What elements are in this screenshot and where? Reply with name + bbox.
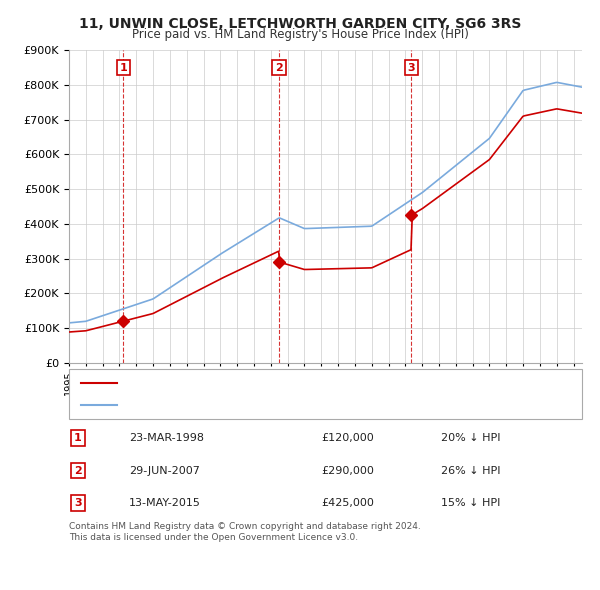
Text: 2: 2	[275, 63, 283, 73]
Text: Price paid vs. HM Land Registry's House Price Index (HPI): Price paid vs. HM Land Registry's House …	[131, 28, 469, 41]
Text: 13-MAY-2015: 13-MAY-2015	[129, 498, 201, 508]
Text: £290,000: £290,000	[321, 466, 374, 476]
Text: 1: 1	[74, 433, 82, 443]
Text: HPI: Average price, detached house, North Hertfordshire: HPI: Average price, detached house, Nort…	[123, 400, 399, 410]
Text: 29-JUN-2007: 29-JUN-2007	[129, 466, 200, 476]
Text: 26% ↓ HPI: 26% ↓ HPI	[441, 466, 500, 476]
Text: 3: 3	[74, 498, 82, 508]
Text: 20% ↓ HPI: 20% ↓ HPI	[441, 433, 500, 443]
Text: 23-MAR-1998: 23-MAR-1998	[129, 433, 204, 443]
Text: £425,000: £425,000	[321, 498, 374, 508]
Text: 11, UNWIN CLOSE, LETCHWORTH GARDEN CITY, SG6 3RS (detached house): 11, UNWIN CLOSE, LETCHWORTH GARDEN CITY,…	[123, 378, 492, 388]
Text: 11, UNWIN CLOSE, LETCHWORTH GARDEN CITY, SG6 3RS: 11, UNWIN CLOSE, LETCHWORTH GARDEN CITY,…	[79, 17, 521, 31]
Text: 15% ↓ HPI: 15% ↓ HPI	[441, 498, 500, 508]
Text: 3: 3	[407, 63, 415, 73]
Text: £120,000: £120,000	[321, 433, 374, 443]
Text: 2: 2	[74, 466, 82, 476]
Text: 1: 1	[119, 63, 127, 73]
Text: Contains HM Land Registry data © Crown copyright and database right 2024.
This d: Contains HM Land Registry data © Crown c…	[69, 522, 421, 542]
